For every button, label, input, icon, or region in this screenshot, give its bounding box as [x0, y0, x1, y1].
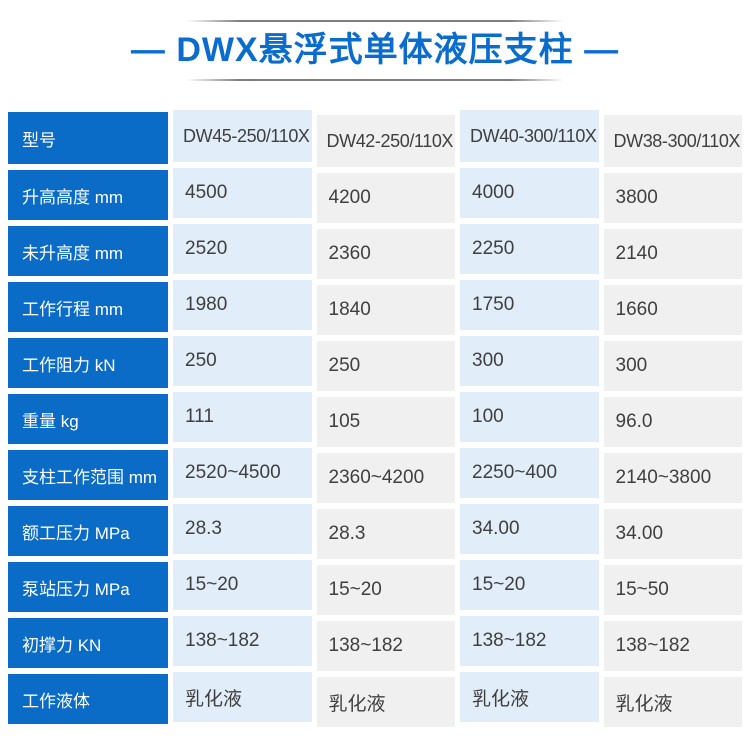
spec-value-8-2: 138~182 [460, 616, 599, 666]
spec-value-6-2: 34.00 [460, 504, 599, 554]
spec-value-6-0: 28.3 [173, 504, 312, 554]
spec-value-4-2: 100 [460, 392, 599, 442]
spec-value-6-1: 28.3 [316, 509, 455, 559]
spec-value-2-3: 1660 [603, 285, 742, 335]
row-label-6: 额工压力 MPa [8, 506, 168, 556]
spec-value-5-3: 2140~3800 [603, 453, 742, 503]
spec-value-4-0: 111 [173, 392, 312, 442]
title-bottom-divider [186, 79, 564, 81]
model-column-2: DW40-300/110X 4000 2250 1750 300 100 2250~400 3… [460, 110, 599, 722]
title-top-divider [186, 20, 564, 22]
spec-value-9-3: 乳化液 [603, 677, 742, 727]
spec-value-5-2: 2250~400 [460, 448, 599, 498]
spec-value-9-2: 乳化液 [460, 672, 599, 722]
row-label-3: 工作阻力 kN [8, 338, 168, 388]
spec-value-3-1: 250 [316, 341, 455, 391]
row-label-5: 支柱工作范围 mm [8, 450, 168, 500]
spec-value-2-0: 1980 [173, 280, 312, 330]
model-column-3: DW38-300/110X 3800 2140 1660 300 96.0 2140~380… [603, 115, 742, 727]
spec-value-1-3: 2140 [603, 229, 742, 279]
spec-value-2-2: 1750 [460, 280, 599, 330]
spec-value-4-3: 96.0 [603, 397, 742, 447]
spec-value-1-2: 2250 [460, 224, 599, 274]
spec-value-8-0: 138~182 [173, 616, 312, 666]
spec-value-7-1: 15~20 [316, 565, 455, 615]
row-label-1: 未升高度 mm [8, 226, 168, 276]
model-name-3: DW38-300/110X [603, 115, 742, 167]
spec-value-7-0: 15~20 [173, 560, 312, 610]
spec-value-9-1: 乳化液 [316, 677, 455, 727]
spec-value-4-1: 105 [316, 397, 455, 447]
spec-value-0-0: 4500 [173, 168, 312, 218]
model-column-1: DW42-250/110X 4200 2360 1840 250 105 2360~4200… [316, 115, 455, 727]
spec-value-5-1: 2360~4200 [316, 453, 455, 503]
model-name-1: DW42-250/110X [316, 115, 455, 167]
row-label-model: 型号 [8, 112, 168, 164]
spec-value-3-2: 300 [460, 336, 599, 386]
spec-value-8-1: 138~182 [316, 621, 455, 671]
spec-value-3-0: 250 [173, 336, 312, 386]
spec-value-8-3: 138~182 [603, 621, 742, 671]
spec-value-1-1: 2360 [316, 229, 455, 279]
spec-value-1-0: 2520 [173, 224, 312, 274]
spec-value-6-3: 34.00 [603, 509, 742, 559]
spec-value-0-2: 4000 [460, 168, 599, 218]
model-column-0: DW45-250/110X 4500 2520 1980 250 111 2520~4500… [173, 110, 312, 722]
model-name-2: DW40-300/110X [460, 110, 599, 162]
spec-value-0-1: 4200 [316, 173, 455, 223]
spec-value-7-3: 15~50 [603, 565, 742, 615]
row-label-2: 工作行程 mm [8, 282, 168, 332]
spec-value-2-1: 1840 [316, 285, 455, 335]
row-label-8: 初撑力 KN [8, 618, 168, 668]
row-label-column: 型号升高高度 mm 未升高度 mm 工作行程 mm 工作阻力 kN 重量 kg 支柱工作范… [8, 112, 168, 724]
spec-value-0-3: 3800 [603, 173, 742, 223]
spec-table: 型号升高高度 mm 未升高度 mm 工作行程 mm 工作阻力 kN 重量 kg 支柱工作范… [0, 110, 750, 727]
title-block: — DWX悬浮式单体液压支柱 — [0, 0, 750, 81]
page-title: — DWX悬浮式单体液压支柱 — [130, 31, 620, 69]
spec-value-5-0: 2520~4500 [173, 448, 312, 498]
row-label-9: 工作液体 [8, 674, 168, 724]
spec-value-3-3: 300 [603, 341, 742, 391]
row-label-0: 升高高度 mm [8, 170, 168, 220]
model-name-0: DW45-250/110X [173, 110, 312, 162]
row-label-4: 重量 kg [8, 394, 168, 444]
spec-value-9-0: 乳化液 [173, 672, 312, 722]
row-label-7: 泵站压力 MPa [8, 562, 168, 612]
spec-value-7-2: 15~20 [460, 560, 599, 610]
